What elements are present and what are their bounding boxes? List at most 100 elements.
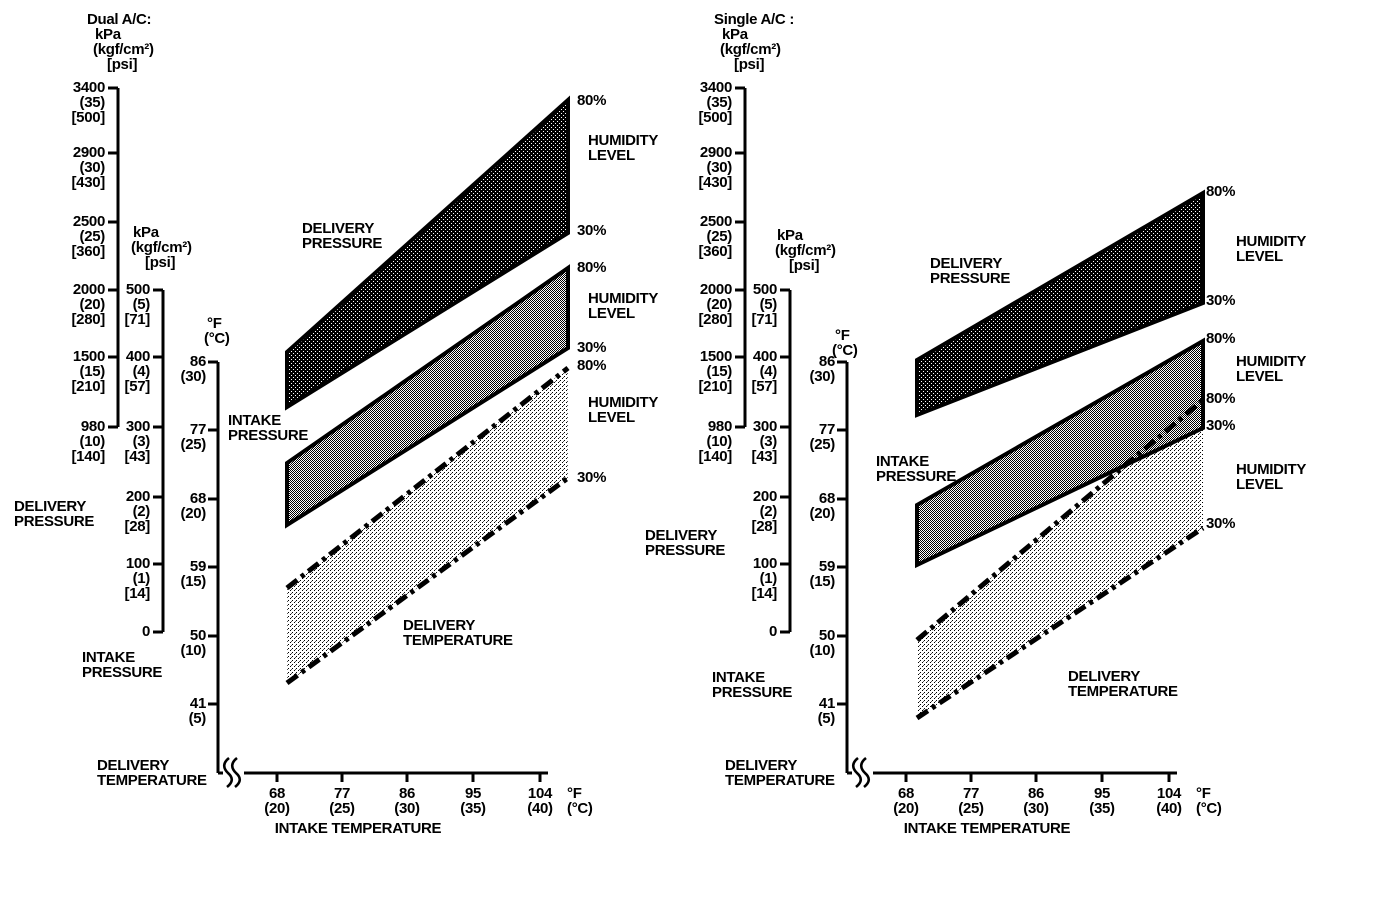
delivery-temperature-band-label: DELIVERY TEMPERATURE bbox=[1068, 668, 1178, 700]
humidity-level-label: HUMIDITY LEVEL bbox=[1236, 461, 1307, 493]
intake-pressure-tick-label: 400 (4) [57] bbox=[124, 348, 151, 395]
intake-temperature-tick-label: 95 (35) bbox=[1089, 785, 1115, 817]
delivery-temperature-tick-label: 41 (5) bbox=[188, 695, 207, 727]
intake-temperature-tick-label: 77 (25) bbox=[329, 785, 355, 817]
intake-pressure-tick-label: 500 (5) [71] bbox=[751, 281, 778, 328]
humidity-percent-label: 80% bbox=[1206, 330, 1236, 347]
delivery-pressure-band bbox=[285, 95, 570, 411]
delivery-temperature-tick-label: 86 (30) bbox=[180, 353, 207, 385]
intake-pressure-tick-label: 300 (3) [43] bbox=[124, 418, 151, 465]
intake-temperature-tick-label: 104 (40) bbox=[527, 785, 553, 817]
axis-break-icon bbox=[230, 756, 242, 789]
delivery-temperature-band bbox=[917, 400, 1203, 718]
intake-temperature-tick-label: 77 (25) bbox=[958, 785, 984, 817]
intake-pressure-band-label: INTAKE PRESSURE bbox=[228, 412, 309, 444]
humidity-percent-label: 30% bbox=[1206, 292, 1236, 309]
intake-pressure-band bbox=[285, 264, 570, 529]
axis-break-icon bbox=[851, 756, 863, 789]
delivery-temperature-80pct-line bbox=[915, 398, 1205, 642]
delivery-pressure-tick-label: 1500 (15) [210] bbox=[698, 348, 732, 395]
delivery-temperature-band bbox=[287, 368, 568, 683]
intake-pressure-axis-title: INTAKE PRESSURE bbox=[82, 649, 163, 681]
intake-pressure-tick-label: 0 bbox=[141, 623, 150, 640]
delivery-temperature-band-label: DELIVERY TEMPERATURE bbox=[403, 617, 513, 649]
intake-pressure-tick-label: 100 (1) [14] bbox=[124, 555, 151, 602]
delivery-pressure-tick-label: 2000 (20) [280] bbox=[71, 281, 105, 328]
humidity-level-label: HUMIDITY LEVEL bbox=[588, 394, 659, 426]
humidity-percent-label: 30% bbox=[577, 222, 607, 239]
delivery-temperature-tick-label: 41 (5) bbox=[817, 695, 836, 727]
delivery-temperature-tick-label: 50 (10) bbox=[809, 627, 836, 659]
delivery-temperature-30pct-line bbox=[285, 475, 570, 686]
delivery-temperature-units-header: °F (°C) bbox=[832, 327, 858, 359]
intake-pressure-units-header: kPa (kgf/cm²) [psi] bbox=[131, 224, 192, 271]
humidity-percent-label: 30% bbox=[1206, 515, 1236, 532]
delivery-temperature-tick-label: 68 (20) bbox=[180, 490, 207, 522]
intake-pressure-tick-label: 500 (5) [71] bbox=[124, 281, 151, 328]
delivery-pressure-axis-title: DELIVERY PRESSURE bbox=[14, 498, 95, 530]
delivery-temperature-30pct-line bbox=[915, 525, 1205, 721]
delivery-temperature-tick-label: 68 (20) bbox=[809, 490, 836, 522]
intake-temperature-tick-label: 68 (20) bbox=[264, 785, 290, 817]
intake-pressure-tick-label: 100 (1) [14] bbox=[751, 555, 778, 602]
delivery-pressure-band-label: DELIVERY PRESSURE bbox=[302, 220, 383, 252]
delivery-pressure-tick-label: 2900 (30) [430] bbox=[698, 144, 732, 191]
humidity-percent-label: 80% bbox=[577, 92, 607, 109]
intake-temperature-units-label: °F (°C) bbox=[567, 785, 593, 817]
delivery-pressure-tick-label: 980 (10) [140] bbox=[698, 418, 732, 465]
delivery-pressure-band bbox=[915, 189, 1205, 418]
delivery-temperature-tick-label: 77 (25) bbox=[180, 421, 207, 453]
intake-pressure-axis-title: INTAKE PRESSURE bbox=[712, 669, 793, 701]
humidity-level-label: HUMIDITY LEVEL bbox=[588, 290, 659, 322]
delivery-pressure-axis-title: DELIVERY PRESSURE bbox=[645, 527, 726, 559]
humidity-percent-label: 30% bbox=[577, 469, 607, 486]
chart-title: Dual A/C: bbox=[87, 11, 152, 28]
delivery-temperature-axis-title: DELIVERY TEMPERATURE bbox=[725, 757, 835, 789]
delivery-pressure-tick-label: 2900 (30) [430] bbox=[71, 144, 105, 191]
humidity-percent-label: 80% bbox=[1206, 183, 1236, 200]
delivery-temperature-tick-label: 86 (30) bbox=[809, 353, 836, 385]
intake-temperature-tick-label: 86 (30) bbox=[394, 785, 420, 817]
delivery-temperature-tick-label: 59 (15) bbox=[809, 558, 836, 590]
delivery-pressure-tick-label: 2000 (20) [280] bbox=[698, 281, 732, 328]
intake-temperature-tick-label: 95 (35) bbox=[460, 785, 486, 817]
intake-temperature-tick-label: 104 (40) bbox=[1156, 785, 1182, 817]
humidity-level-label: HUMIDITY LEVEL bbox=[1236, 233, 1307, 265]
humidity-percent-label: 80% bbox=[577, 259, 607, 276]
delivery-temperature-tick-label: 59 (15) bbox=[180, 558, 207, 590]
intake-pressure-tick-label: 300 (3) [43] bbox=[751, 418, 778, 465]
delivery-pressure-tick-label: 3400 (35) [500] bbox=[71, 79, 105, 126]
delivery-pressure-tick-label: 2500 (25) [360] bbox=[698, 213, 732, 260]
humidity-level-label: HUMIDITY LEVEL bbox=[588, 132, 659, 164]
intake-pressure-band bbox=[915, 337, 1205, 569]
intake-temperature-axis-title: INTAKE TEMPERATURE bbox=[903, 820, 1071, 837]
humidity-percent-label: 80% bbox=[1206, 390, 1236, 407]
intake-pressure-band-label: INTAKE PRESSURE bbox=[876, 453, 957, 485]
intake-temperature-tick-label: 86 (30) bbox=[1023, 785, 1049, 817]
intake-temperature-axis-title: INTAKE TEMPERATURE bbox=[274, 820, 442, 837]
pressure-units-header: kPa (kgf/cm²) [psi] bbox=[93, 26, 154, 73]
axis-break-icon bbox=[859, 756, 871, 789]
intake-temperature-tick-label: 68 (20) bbox=[893, 785, 919, 817]
delivery-pressure-tick-label: 1500 (15) [210] bbox=[71, 348, 105, 395]
humidity-percent-label: 30% bbox=[577, 339, 607, 356]
humidity-percent-label: 30% bbox=[1206, 417, 1236, 434]
delivery-pressure-tick-label: 980 (10) [140] bbox=[71, 418, 105, 465]
delivery-temperature-tick-label: 77 (25) bbox=[809, 421, 836, 453]
intake-pressure-tick-label: 0 bbox=[768, 623, 777, 640]
delivery-temperature-80pct-line bbox=[285, 366, 570, 590]
delivery-pressure-band-label: DELIVERY PRESSURE bbox=[930, 255, 1011, 287]
delivery-temperature-units-header: °F (°C) bbox=[204, 315, 230, 347]
delivery-pressure-tick-label: 2500 (25) [360] bbox=[71, 213, 105, 260]
humidity-level-label: HUMIDITY LEVEL bbox=[1236, 353, 1307, 385]
chart-title: Single A/C : bbox=[714, 11, 795, 28]
pressure-units-header: kPa (kgf/cm²) [psi] bbox=[720, 26, 781, 73]
delivery-temperature-axis-title: DELIVERY TEMPERATURE bbox=[97, 757, 207, 789]
intake-pressure-tick-label: 200 (2) [28] bbox=[751, 488, 778, 535]
delivery-pressure-tick-label: 3400 (35) [500] bbox=[698, 79, 732, 126]
delivery-temperature-tick-label: 50 (10) bbox=[180, 627, 207, 659]
